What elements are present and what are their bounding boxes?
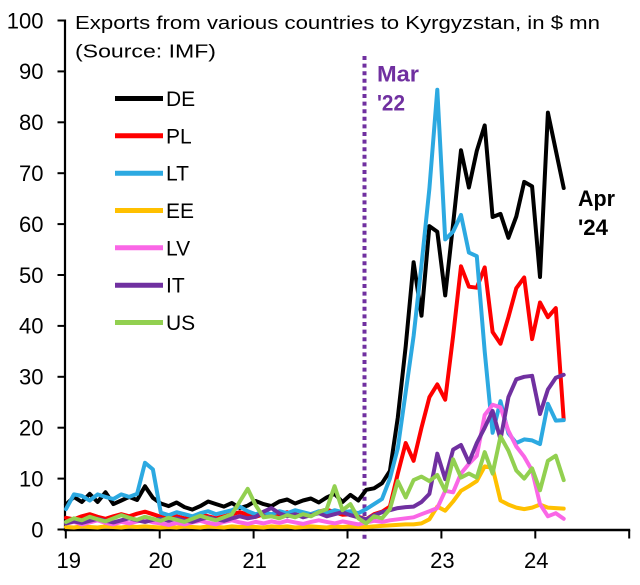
svg-text:EE: EE xyxy=(166,200,194,223)
svg-text:100: 100 xyxy=(7,8,44,33)
svg-text:US: US xyxy=(166,312,195,335)
svg-text:40: 40 xyxy=(19,314,43,339)
svg-text:Exports from various countries: Exports from various countries to Kyrgyz… xyxy=(75,12,600,33)
svg-text:22: 22 xyxy=(336,548,360,573)
svg-text:PL: PL xyxy=(166,125,192,148)
svg-text:60: 60 xyxy=(19,212,43,237)
svg-text:19: 19 xyxy=(57,548,81,573)
svg-text:DE: DE xyxy=(166,88,195,111)
svg-text:Mar: Mar xyxy=(377,62,419,87)
svg-text:'22: '22 xyxy=(377,91,405,116)
svg-text:(Source: IMF): (Source: IMF) xyxy=(75,41,216,62)
svg-text:Apr: Apr xyxy=(578,186,615,211)
svg-text:90: 90 xyxy=(19,59,43,84)
svg-text:70: 70 xyxy=(19,161,43,186)
svg-text:24: 24 xyxy=(524,548,548,573)
svg-text:20: 20 xyxy=(19,416,43,441)
svg-text:LT: LT xyxy=(166,163,189,186)
svg-text:21: 21 xyxy=(242,548,266,573)
svg-text:30: 30 xyxy=(19,365,43,390)
svg-text:50: 50 xyxy=(19,263,43,288)
svg-text:IT: IT xyxy=(166,275,185,298)
svg-text:0: 0 xyxy=(31,517,43,542)
svg-text:10: 10 xyxy=(19,466,43,491)
svg-text:23: 23 xyxy=(430,548,454,573)
svg-text:80: 80 xyxy=(19,110,43,135)
svg-text:20: 20 xyxy=(148,548,172,573)
svg-text:'24: '24 xyxy=(578,215,609,240)
svg-text:LV: LV xyxy=(166,237,190,260)
